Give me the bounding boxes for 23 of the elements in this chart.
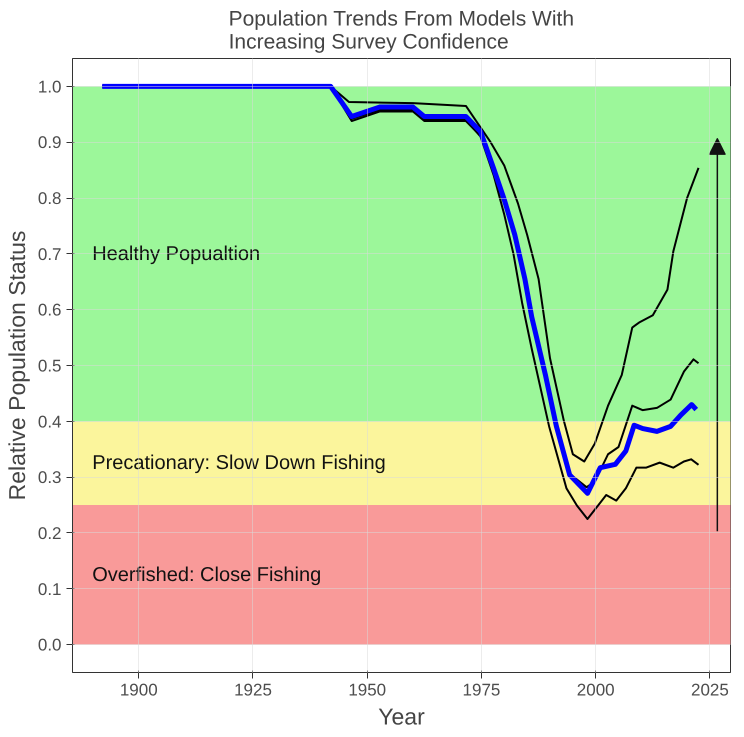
- y-tick-label: 0.5: [38, 356, 62, 376]
- y-tick-label: 0.4: [38, 412, 62, 432]
- y-tick-label: 0.2: [38, 524, 62, 543]
- y-tick-label: 0.9: [38, 133, 62, 152]
- x-axis-title: Year: [378, 704, 426, 730]
- x-tick-label: 1950: [348, 680, 386, 700]
- x-tick-label: 1975: [462, 680, 500, 700]
- x-tick-label: 2000: [576, 680, 615, 700]
- y-tick-label: 0.8: [38, 189, 62, 208]
- y-axis-title: Relative Population Status: [4, 230, 30, 500]
- x-tick-label: 2025: [691, 680, 729, 700]
- band-label: Overfished: Close Fishing: [92, 564, 322, 586]
- y-tick-label: 1.0: [38, 77, 62, 96]
- y-tick-label: 0.7: [38, 244, 62, 264]
- y-tick-label: 0.6: [38, 300, 62, 320]
- y-tick-label: 0.1: [38, 580, 62, 599]
- x-tick-label: 1900: [120, 680, 158, 700]
- y-tick-label: 0.3: [38, 468, 62, 488]
- band-label: Precationary: Slow Down Fishing: [92, 452, 386, 474]
- y-tick-label: 0.0: [38, 636, 62, 655]
- x-tick-label: 1925: [234, 680, 272, 700]
- band-label: Healthy Popualtion: [92, 242, 260, 265]
- chart-title: Population Trends From Models With Increasing Survey Confidence: [228, 8, 574, 54]
